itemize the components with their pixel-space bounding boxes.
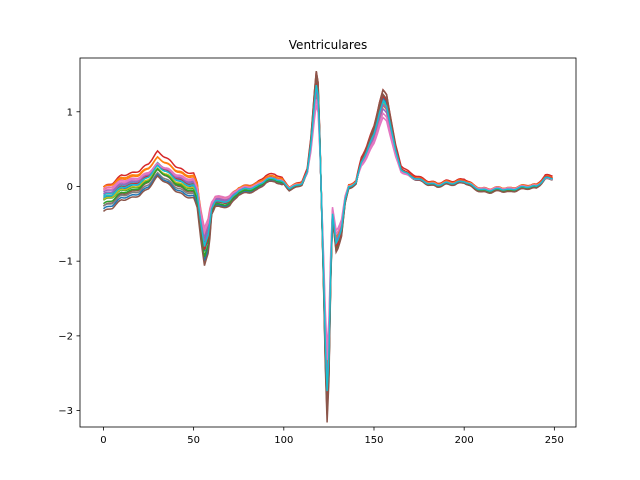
- y-tick-label: 1: [67, 107, 73, 118]
- series-line-17: [103, 84, 553, 392]
- x-tick-label: 50: [187, 435, 200, 446]
- x-tick-label: 100: [274, 435, 293, 446]
- plot-frame: [79, 57, 577, 428]
- chart-title: Ventriculares: [289, 38, 367, 52]
- x-axis: 0 50 100 150 200 250: [100, 427, 564, 446]
- y-tick-label: −3: [58, 406, 73, 417]
- x-tick-label: 0: [100, 435, 106, 446]
- y-axis: 1 0 −1 −2 −3: [58, 107, 80, 417]
- y-tick-label: −1: [58, 257, 73, 268]
- series-line-16: [103, 99, 553, 360]
- series-line-15: [102, 76, 553, 415]
- x-tick-label: 250: [545, 435, 564, 446]
- y-tick-label: 0: [67, 182, 73, 193]
- y-tick-label: −2: [58, 331, 73, 342]
- x-tick-label: 200: [455, 435, 474, 446]
- x-tick-label: 150: [364, 435, 383, 446]
- series-lines: [102, 70, 553, 423]
